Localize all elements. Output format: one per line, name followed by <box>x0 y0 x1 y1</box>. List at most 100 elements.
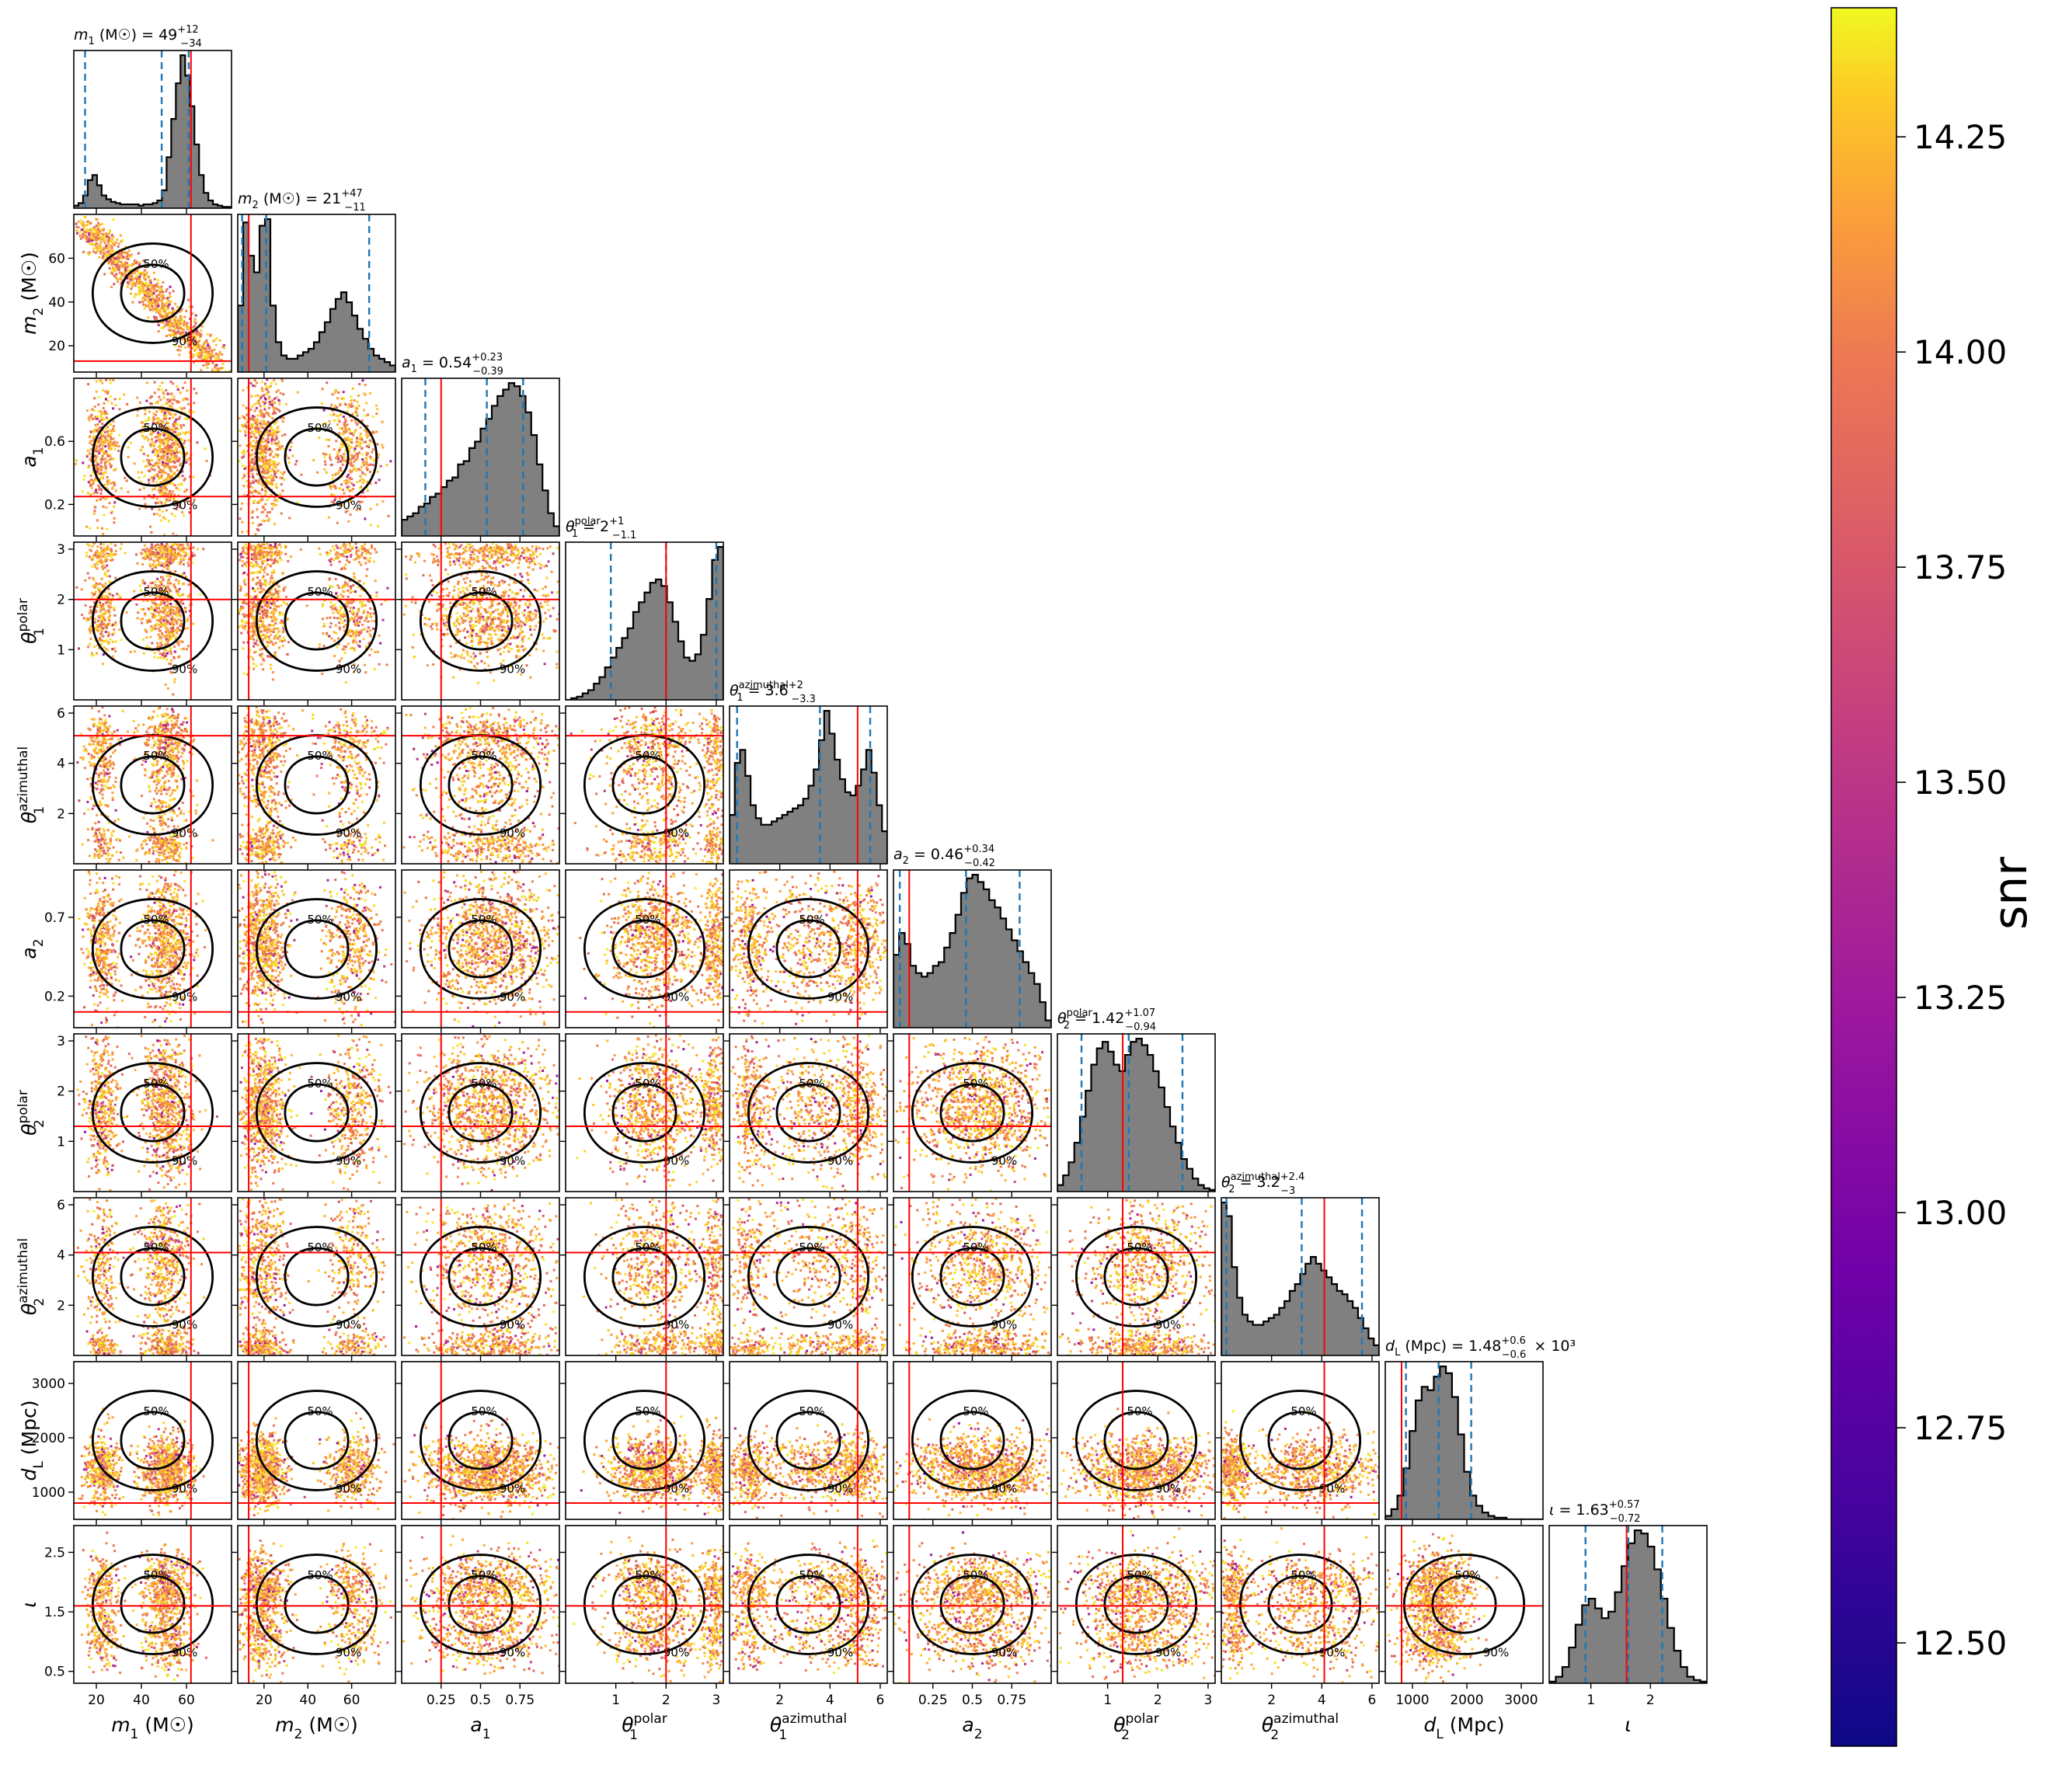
sample-point <box>96 249 99 252</box>
sample-point <box>312 459 315 461</box>
sample-point <box>347 439 349 441</box>
sample-point <box>204 341 206 343</box>
sample-point <box>146 548 148 550</box>
sample-point <box>89 458 91 461</box>
sample-point <box>183 398 185 400</box>
sample-point <box>95 489 97 491</box>
sample-point <box>283 478 285 481</box>
sample-point <box>255 479 257 482</box>
sample-point <box>165 631 167 633</box>
sample-point <box>149 582 152 584</box>
sample-point <box>244 583 246 586</box>
sample-point <box>149 301 152 304</box>
sample-point <box>95 232 97 235</box>
sample-point <box>112 624 114 626</box>
sample-point <box>279 492 281 495</box>
sample-point <box>251 458 253 461</box>
sample-point <box>354 649 356 652</box>
sample-point <box>103 514 106 517</box>
sample-point <box>323 409 326 412</box>
sample-point <box>172 630 174 632</box>
sample-point <box>283 471 285 474</box>
sample-point <box>110 559 113 562</box>
sample-point <box>318 437 320 439</box>
sample-point <box>93 645 96 648</box>
sample-point <box>169 558 172 560</box>
sample-point <box>160 502 162 504</box>
sample-point <box>118 445 120 447</box>
sample-point <box>130 263 132 266</box>
sample-point <box>252 486 254 489</box>
sample-point <box>148 305 150 308</box>
sample-point <box>149 636 152 639</box>
sample-point <box>354 461 356 463</box>
sample-point <box>107 632 110 634</box>
sample-point <box>356 437 358 439</box>
sample-point <box>92 418 94 420</box>
sample-point <box>269 458 271 461</box>
sample-point <box>89 638 92 640</box>
y-tick-label: 40 <box>48 295 65 311</box>
sample-point <box>334 485 336 488</box>
sample-point <box>99 426 101 429</box>
sample-point <box>144 475 146 477</box>
sample-point <box>337 415 340 417</box>
sample-point <box>371 620 373 622</box>
sample-point <box>266 511 269 513</box>
sample-point <box>359 435 361 437</box>
sample-point <box>92 479 94 482</box>
sample-point <box>167 580 169 583</box>
sample-point <box>268 398 270 400</box>
sample-point <box>113 501 116 503</box>
sample-point <box>187 299 190 301</box>
sample-point <box>155 502 157 504</box>
sample-point <box>148 563 151 565</box>
sample-point <box>360 629 363 632</box>
sample-point <box>149 308 152 311</box>
sample-point <box>171 311 173 314</box>
scatter-panel-m2-th1p: 50%90% <box>232 542 397 705</box>
sample-point <box>360 632 362 634</box>
sample-point <box>81 228 83 231</box>
sample-point <box>259 397 262 399</box>
sample-point <box>184 381 186 384</box>
sample-point <box>126 403 128 405</box>
sample-point <box>92 250 95 252</box>
sample-point <box>107 400 110 402</box>
sample-point <box>102 586 104 588</box>
sample-point <box>161 411 163 413</box>
sample-point <box>342 433 344 435</box>
sample-point <box>170 633 172 635</box>
sample-point <box>339 420 341 423</box>
sample-point <box>101 613 103 615</box>
sample-point <box>106 554 109 556</box>
sample-point <box>94 565 96 568</box>
sample-point <box>158 509 161 511</box>
sample-point <box>194 318 197 320</box>
sample-point <box>158 614 160 617</box>
sample-point <box>207 345 209 347</box>
sample-point <box>300 474 302 476</box>
sample-point <box>373 560 375 562</box>
sample-point <box>170 458 172 461</box>
sample-point <box>339 628 341 631</box>
sample-point <box>177 547 179 549</box>
sample-point <box>239 430 242 433</box>
sample-point <box>168 631 170 633</box>
sample-point <box>89 643 91 645</box>
sample-point <box>200 335 202 337</box>
sample-point <box>83 231 85 233</box>
sample-point <box>122 256 124 258</box>
sample-point <box>113 632 116 634</box>
sample-point <box>79 235 82 237</box>
sample-point <box>163 325 165 328</box>
sample-point <box>215 353 218 355</box>
sample-point <box>368 444 371 446</box>
sample-point <box>168 520 170 522</box>
sample-point <box>179 595 181 597</box>
sample-point <box>176 321 179 323</box>
sample-point <box>158 396 160 398</box>
sample-point <box>185 461 187 464</box>
sample-point <box>138 252 140 255</box>
sample-point <box>173 583 176 586</box>
